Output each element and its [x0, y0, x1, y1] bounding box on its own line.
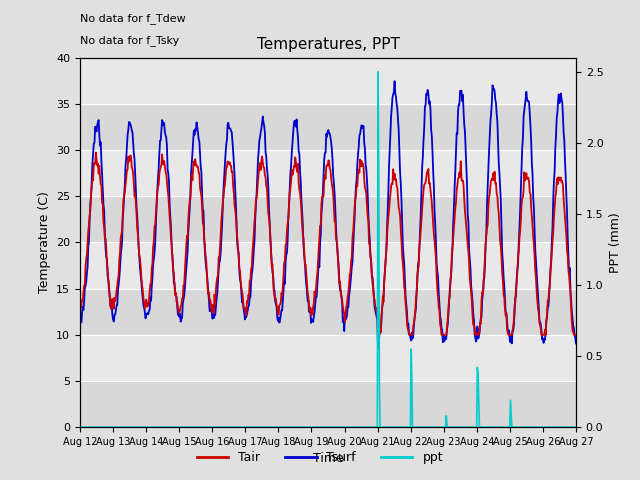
Bar [80, 150, 576, 196]
Text: No data for f_Tsky: No data for f_Tsky [80, 36, 179, 47]
Bar [80, 381, 576, 427]
Bar [80, 288, 576, 335]
Bar [80, 196, 576, 242]
Bar [80, 58, 576, 104]
Text: No data for f_Tdew: No data for f_Tdew [80, 13, 186, 24]
Y-axis label: PPT (mm): PPT (mm) [609, 212, 622, 273]
Bar [80, 104, 576, 150]
Title: Temperatures, PPT: Temperatures, PPT [257, 37, 399, 52]
X-axis label: Time: Time [312, 453, 344, 466]
Y-axis label: Temperature (C): Temperature (C) [38, 192, 51, 293]
Bar [80, 335, 576, 381]
Legend: Tair, Tsurf, ppt: Tair, Tsurf, ppt [192, 446, 448, 469]
Bar [80, 242, 576, 288]
